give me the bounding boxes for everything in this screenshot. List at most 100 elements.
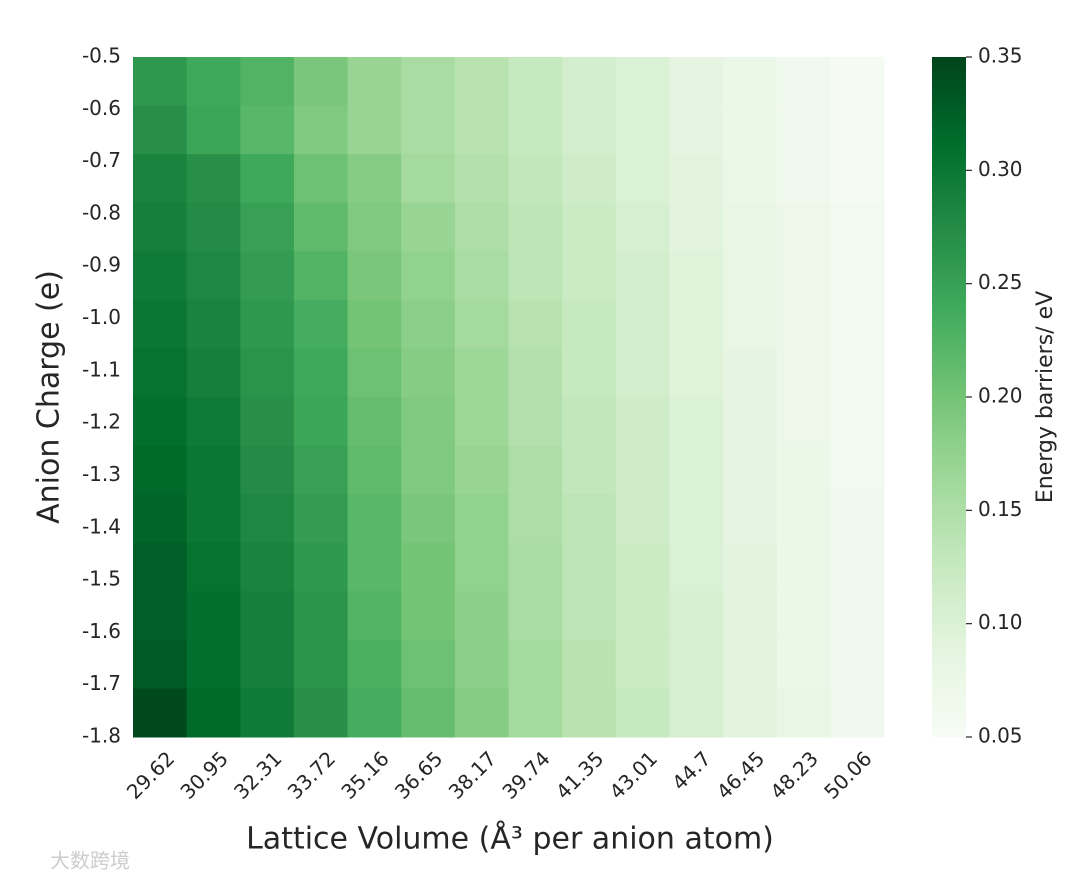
heatmap-cell	[186, 348, 241, 398]
colorbar-tick-label: 0.10	[978, 610, 1023, 634]
heatmap-cell	[508, 57, 563, 107]
heatmap-cell	[347, 105, 402, 155]
heatmap-cell	[669, 591, 724, 641]
heatmap-cell	[454, 445, 509, 495]
heatmap-cell	[723, 688, 778, 738]
heatmap-cell	[508, 688, 563, 738]
heatmap-cell	[293, 591, 349, 641]
y-axis-label: Anion Charge (e)	[32, 270, 67, 524]
heatmap-cell	[562, 688, 617, 738]
heatmap-cell	[293, 348, 349, 398]
heatmap-cell	[508, 445, 563, 495]
heatmap-cell	[186, 397, 241, 447]
heatmap-cell	[401, 688, 456, 738]
heatmap-cell	[133, 397, 188, 447]
heatmap-cell	[562, 639, 617, 689]
heatmap-cell	[240, 202, 295, 252]
y-tick-label: -0.8	[82, 200, 121, 224]
heatmap-cell	[723, 348, 778, 398]
heatmap-cell	[133, 251, 188, 301]
y-tick-label: -1.8	[82, 724, 121, 748]
y-tick-label: -1.6	[82, 619, 121, 643]
x-tick-label: 33.72	[283, 746, 340, 803]
heatmap-cell	[401, 154, 456, 204]
heatmap-cell	[133, 591, 188, 641]
heatmap-cell	[186, 542, 241, 592]
heatmap-cell	[776, 299, 831, 349]
heatmap-cell	[669, 639, 724, 689]
x-tick-label: 36.65	[390, 746, 447, 803]
heatmap-cell	[830, 57, 885, 107]
heatmap-cell	[454, 591, 509, 641]
heatmap-cell	[830, 251, 885, 301]
heatmap-cell	[562, 542, 617, 592]
heatmap-cell	[133, 299, 188, 349]
heatmap-cell	[615, 251, 670, 301]
heatmap-cell	[776, 494, 831, 544]
heatmap-cell	[830, 299, 885, 349]
y-tick-label: -0.7	[82, 148, 121, 172]
heatmap-cell	[133, 494, 188, 544]
heatmap-cell	[830, 105, 885, 155]
heatmap-cell	[830, 542, 885, 592]
heatmap-cell	[186, 639, 241, 689]
heatmap-cell	[454, 397, 509, 447]
colorbar-tick-label: 0.05	[978, 724, 1023, 748]
heatmap-cell	[401, 202, 456, 252]
x-tick-label: 35.16	[336, 746, 393, 803]
heatmap-cell	[723, 251, 778, 301]
heatmap-cell	[562, 348, 617, 398]
x-axis-label: Lattice Volume (Å³ per anion atom)	[246, 821, 774, 857]
y-tick-label: -0.6	[82, 96, 121, 120]
heatmap-cell	[401, 591, 456, 641]
heatmap-cell	[454, 348, 509, 398]
heatmap-cell	[723, 202, 778, 252]
heatmap-cell	[669, 445, 724, 495]
heatmap-cell	[830, 591, 885, 641]
heatmap-cell	[186, 57, 241, 107]
heatmap-cell	[293, 397, 349, 447]
heatmap-cell	[133, 639, 188, 689]
heatmap-cell	[347, 57, 402, 107]
heatmap-cell	[133, 688, 188, 738]
heatmap-cell	[723, 299, 778, 349]
heatmap-cell	[454, 251, 509, 301]
heatmap-cell	[454, 542, 509, 592]
heatmap-cell	[508, 105, 563, 155]
heatmap-cell	[293, 251, 349, 301]
heatmap-cell	[669, 57, 724, 107]
heatmap-cell	[830, 445, 885, 495]
heatmap-cell	[615, 397, 670, 447]
y-tick-label: -0.5	[82, 44, 121, 68]
heatmap-cell	[240, 299, 295, 349]
heatmap-cell	[776, 639, 831, 689]
heatmap-cell	[454, 299, 509, 349]
heatmap-cell	[347, 445, 402, 495]
heatmap-cell	[240, 397, 295, 447]
heatmap-cell	[508, 591, 563, 641]
heatmap-cell	[723, 494, 778, 544]
heatmap-cell	[240, 688, 295, 738]
heatmap-cell	[347, 397, 402, 447]
heatmap-cell	[240, 445, 295, 495]
heatmap-cell	[562, 105, 617, 155]
heatmap-cell	[830, 348, 885, 398]
heatmap-cell	[508, 348, 563, 398]
heatmap-cell	[776, 445, 831, 495]
heatmap-cell	[776, 202, 831, 252]
heatmap-cell	[133, 154, 188, 204]
heatmap-cell	[830, 154, 885, 204]
heatmap-cell	[186, 105, 241, 155]
heatmap-cell	[669, 299, 724, 349]
heatmap-cell	[186, 591, 241, 641]
heatmap-cell	[615, 57, 670, 107]
heatmap-cell	[293, 639, 349, 689]
heatmap-cell	[723, 542, 778, 592]
heatmap-cell	[186, 299, 241, 349]
heatmap-cell	[723, 445, 778, 495]
heatmap-cell	[454, 57, 509, 107]
heatmap-cell	[776, 105, 831, 155]
heatmap-cell	[830, 494, 885, 544]
heatmap-cell	[508, 154, 563, 204]
